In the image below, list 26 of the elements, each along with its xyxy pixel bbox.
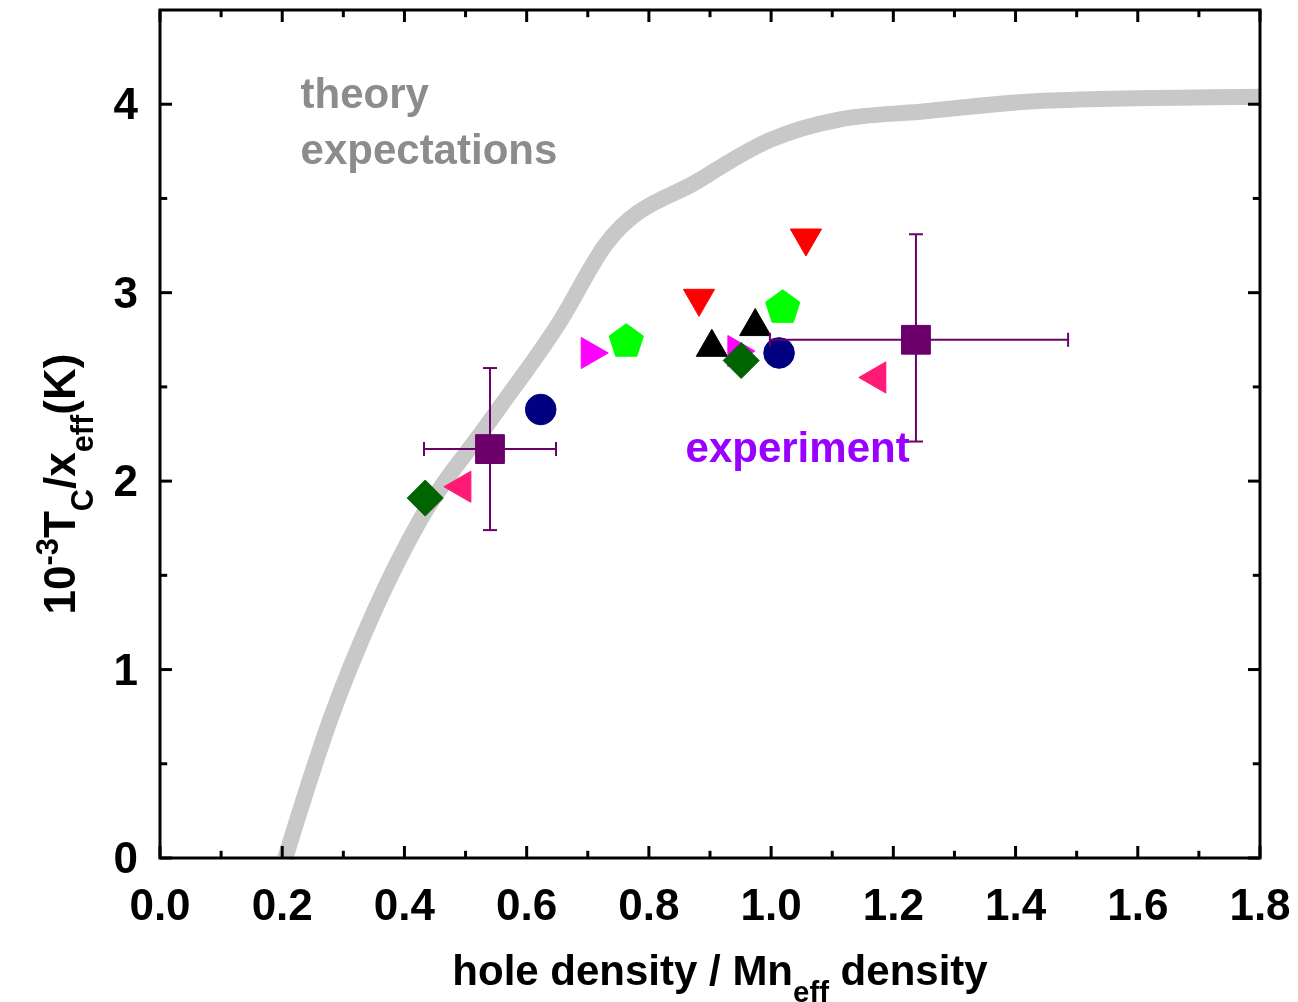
y-tick-label: 1 <box>113 644 138 694</box>
point <box>475 434 505 464</box>
x-tick-label: 1.0 <box>740 880 802 929</box>
point <box>524 393 557 426</box>
x-tick-label: 0.8 <box>618 880 680 929</box>
point <box>608 323 644 357</box>
annotation: theory expectations <box>300 69 558 173</box>
x-tick-label: 1.2 <box>862 880 924 929</box>
x-tick-label: 0.0 <box>129 880 191 929</box>
point <box>763 337 795 369</box>
x-axis-title: hole density / Mn$_{eff}$ density <box>452 947 989 1002</box>
y-tick-label: 3 <box>113 267 138 317</box>
y-tick-label: 2 <box>113 456 138 506</box>
point <box>406 479 444 517</box>
annotation: experiment <box>685 424 910 472</box>
x-tick-label: 1.4 <box>984 880 1047 929</box>
x-tick-label: 0.4 <box>373 880 436 929</box>
x-tick-label: 1.6 <box>1107 880 1169 929</box>
y-tick-label: 0 <box>113 833 138 882</box>
x-tick-label: 0.2 <box>251 880 313 929</box>
point <box>722 342 760 380</box>
x-tick-label: 1.8 <box>1229 880 1291 929</box>
x-tick-label: 0.6 <box>496 880 558 929</box>
y-tick-label: 4 <box>113 79 139 129</box>
point <box>901 324 931 355</box>
point <box>765 289 801 323</box>
